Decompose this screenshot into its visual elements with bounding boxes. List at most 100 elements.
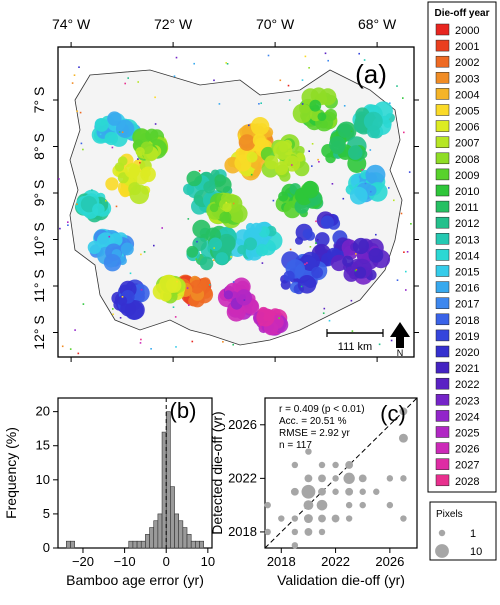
speck-37 [187, 218, 190, 220]
speck-39 [118, 131, 121, 133]
legend-label-2017: 2017 [455, 299, 479, 311]
scatter-x-label: Validation die-off (yr) [277, 572, 405, 588]
speck-75 [232, 281, 235, 283]
speck-45 [82, 303, 85, 305]
scatter-point-25 [345, 501, 353, 509]
speck-94 [378, 343, 381, 346]
scatter-y-label: Detected die-off (yr) [209, 411, 225, 534]
speck-87 [350, 299, 353, 302]
speck-77 [67, 221, 69, 223]
speck-7 [58, 178, 60, 180]
speck-121 [288, 99, 291, 101]
speck-43 [198, 170, 201, 172]
patch-281 [365, 164, 386, 185]
speck-68 [289, 248, 292, 251]
speck-14 [69, 348, 72, 350]
scatter-point-22 [332, 475, 339, 482]
scatter-point-24 [345, 515, 353, 522]
speck-2 [124, 82, 126, 85]
speck-126 [218, 103, 221, 105]
speck-40 [127, 77, 129, 79]
scatter-point-19 [318, 461, 326, 469]
legend-label-2020: 2020 [455, 347, 479, 359]
speck-36 [327, 59, 329, 62]
scatter-x-ticks: 2018 2022 2026 [267, 548, 404, 569]
patch-303 [278, 191, 289, 202]
speck-113 [105, 200, 107, 202]
patch-493 [159, 274, 178, 294]
scatter-point-9 [303, 514, 313, 523]
scatter-point-29 [359, 501, 366, 509]
lat-tick-label-2: 9° S [31, 180, 47, 207]
speck-112 [278, 317, 280, 319]
legend-swatch-2024 [435, 410, 450, 422]
pixels-size-legend: Pixels 1 10 [429, 501, 497, 561]
histogram-panel-label: (b) [170, 398, 197, 423]
speck-67 [350, 130, 353, 133]
speck-95 [119, 317, 122, 319]
speck-23 [59, 227, 61, 230]
speck-107 [324, 52, 327, 55]
patch-323 [315, 232, 330, 247]
legend-swatch-2002 [435, 55, 450, 68]
longitude-ticks: 74° W 72° W 70° W 68° W [52, 16, 397, 362]
stat-n: n = 117 [279, 440, 312, 451]
legend-label-2010: 2010 [455, 186, 479, 198]
legend-label-2013: 2013 [455, 234, 479, 246]
speck-44 [73, 74, 76, 76]
legend-label-2016: 2016 [455, 283, 479, 295]
patch-177 [273, 140, 293, 160]
speck-138 [358, 52, 360, 55]
speck-104 [173, 75, 176, 77]
patch-231 [338, 125, 351, 138]
patch-439 [215, 252, 229, 265]
scale-bar-label: 111 km [338, 341, 372, 353]
scatter-point-37 [398, 433, 408, 443]
histogram-bar-0 [66, 540, 71, 549]
speck-114 [322, 312, 325, 314]
scatter-point-14 [318, 528, 326, 536]
speck-20 [328, 319, 331, 322]
patch-387 [311, 266, 323, 279]
histogram-y-tick-label-0: 0 [43, 540, 50, 555]
histogram-y-tick-label-4: 20 [36, 404, 50, 419]
scatter-point-13 [305, 448, 312, 455]
patch-77 [135, 147, 145, 157]
scatter-point-36 [400, 475, 407, 482]
scatter-point-12 [304, 474, 313, 483]
speck-109 [174, 316, 177, 318]
histogram-y-tick-label-3: 15 [36, 438, 50, 453]
speck-59 [315, 242, 317, 244]
lat-tick-label-0: 7° S [31, 87, 47, 114]
speck-54 [79, 111, 82, 114]
die-off-patches [58, 52, 412, 355]
scatter-panel-label: (c) [380, 401, 406, 426]
speck-128 [121, 296, 124, 298]
speck-19 [139, 342, 142, 344]
patch-45 [117, 156, 128, 166]
patch-233 [329, 136, 346, 153]
speck-62 [161, 227, 163, 229]
histogram-bar-6 [145, 534, 150, 549]
speck-103 [308, 67, 310, 69]
patch-360 [368, 248, 384, 263]
legend-title: Die-off year [434, 8, 489, 19]
scatter-point-32 [373, 488, 380, 495]
size-legend-marker-10 [435, 544, 449, 558]
scatter-point-33 [386, 501, 394, 509]
speck-51 [154, 96, 156, 99]
speck-98 [248, 124, 250, 127]
histogram-bar-17 [190, 540, 196, 549]
patch-284 [349, 186, 368, 205]
histogram-bar-7 [149, 527, 155, 549]
legend-swatch-2026 [435, 442, 450, 454]
speck-136 [343, 105, 346, 107]
speck-74 [393, 199, 395, 202]
stat-accuracy: Acc. = 20.51 % [279, 416, 347, 427]
histogram-y-tick-label-2: 10 [36, 472, 50, 487]
histogram-bar-9 [157, 513, 163, 549]
lat-tick-label-1: 8° S [31, 133, 47, 160]
histogram-x-ticks: −20 −10 0 10 [72, 548, 215, 569]
histogram-bar-8 [153, 520, 159, 549]
patch-513 [87, 240, 102, 255]
